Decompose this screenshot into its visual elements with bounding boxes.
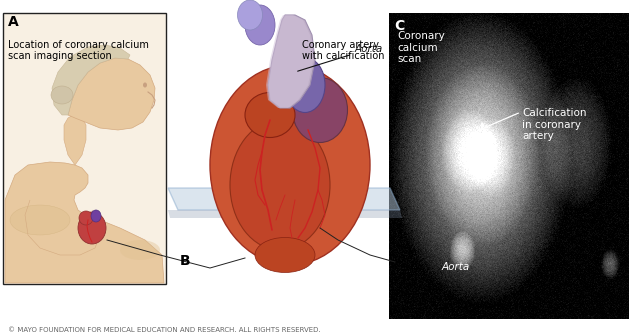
Polygon shape — [168, 210, 402, 218]
Ellipse shape — [51, 86, 73, 104]
Polygon shape — [5, 162, 164, 283]
Text: Calcification
in coronary
artery: Calcification in coronary artery — [522, 108, 586, 141]
Ellipse shape — [293, 78, 348, 142]
Bar — [389, 13, 629, 319]
Ellipse shape — [245, 5, 275, 45]
Text: Coronary
calcium
scan: Coronary calcium scan — [397, 31, 445, 64]
Polygon shape — [64, 115, 86, 165]
Ellipse shape — [78, 212, 106, 244]
Text: Coronary artery
with calcification: Coronary artery with calcification — [302, 40, 384, 61]
Text: Aorta: Aorta — [298, 44, 383, 71]
Text: © MAYO FOUNDATION FOR MEDICAL EDUCATION AND RESEARCH. ALL RIGHTS RESERVED.: © MAYO FOUNDATION FOR MEDICAL EDUCATION … — [8, 327, 320, 333]
Polygon shape — [68, 58, 155, 130]
Ellipse shape — [210, 65, 370, 265]
Ellipse shape — [230, 120, 330, 250]
Polygon shape — [52, 45, 130, 115]
Ellipse shape — [273, 57, 297, 92]
Text: A: A — [8, 15, 18, 29]
Ellipse shape — [91, 210, 101, 222]
Text: C: C — [394, 19, 404, 33]
Polygon shape — [268, 15, 315, 108]
Ellipse shape — [120, 240, 160, 260]
Ellipse shape — [143, 83, 147, 87]
Ellipse shape — [10, 205, 70, 235]
Text: Location of coronary calcium
scan imaging section: Location of coronary calcium scan imagin… — [8, 40, 148, 61]
Text: B: B — [180, 254, 191, 268]
Bar — [3, 13, 166, 284]
Polygon shape — [266, 15, 313, 108]
Ellipse shape — [255, 238, 315, 272]
Ellipse shape — [245, 92, 295, 137]
Ellipse shape — [237, 0, 262, 30]
Ellipse shape — [79, 211, 93, 225]
Ellipse shape — [285, 57, 325, 113]
Polygon shape — [168, 188, 400, 210]
Text: Aorta: Aorta — [442, 262, 470, 272]
